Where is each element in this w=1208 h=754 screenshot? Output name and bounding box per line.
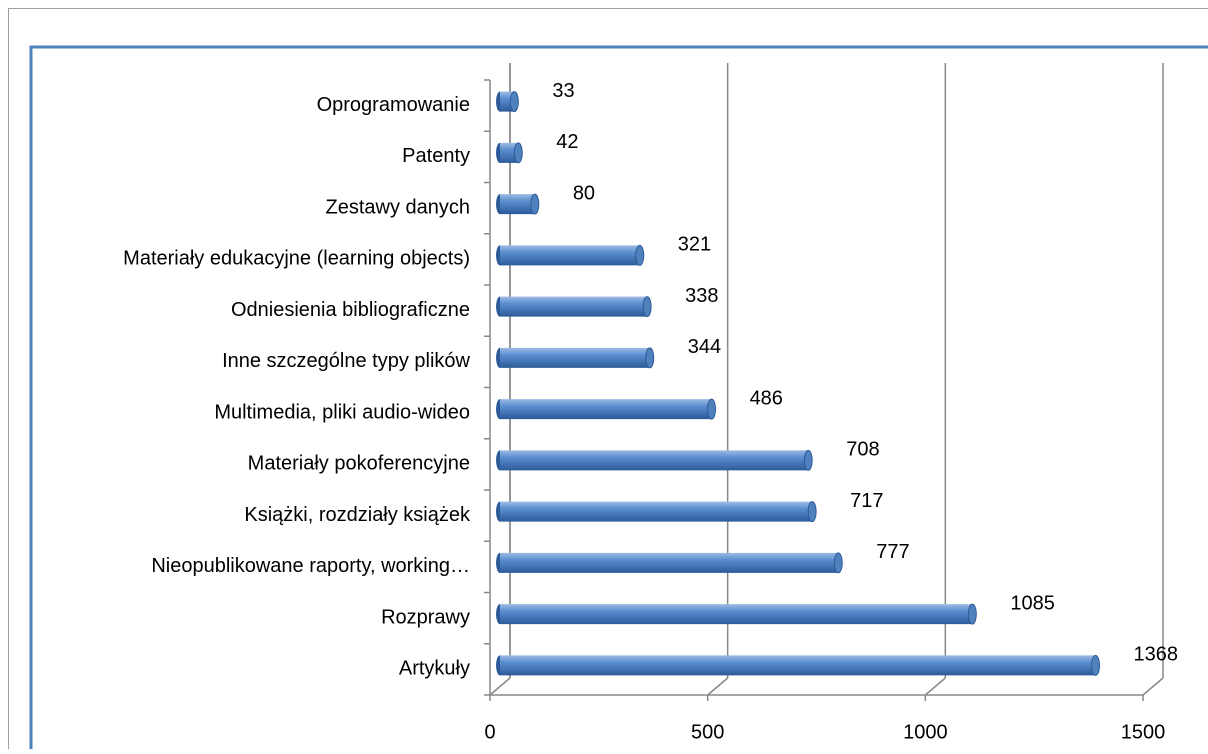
bar xyxy=(500,655,1096,675)
y-tick-label: Multimedia, pliki audio-wideo xyxy=(214,401,470,423)
y-tick-label: Oprogramowanie xyxy=(317,94,470,116)
y-tick-label: Zestawy danych xyxy=(325,196,470,218)
x-tick-label: 1000 xyxy=(903,721,948,743)
bar xyxy=(500,348,650,368)
value-label: 321 xyxy=(678,234,711,256)
bar xyxy=(500,450,808,470)
value-label: 42 xyxy=(556,131,578,153)
floor-line xyxy=(1143,678,1163,695)
bar-cap xyxy=(643,297,651,317)
bar-cap xyxy=(531,194,539,214)
y-tick-label: Materiały edukacyjne (learning objects) xyxy=(123,248,470,270)
bar xyxy=(500,604,972,624)
bar-cap xyxy=(804,450,812,470)
value-label: 717 xyxy=(850,490,883,512)
outer-frame xyxy=(9,9,1208,750)
floor-line xyxy=(708,678,728,695)
bar-cap xyxy=(1092,655,1100,675)
bar-cap xyxy=(708,399,716,419)
y-tick-label: Artykuły xyxy=(399,658,470,680)
y-tick-label: Odniesienia bibliograficzne xyxy=(231,299,470,321)
x-tick-label: 500 xyxy=(691,721,724,743)
y-tick-label: Rozprawy xyxy=(381,606,470,628)
value-label: 80 xyxy=(573,182,595,204)
value-label: 1368 xyxy=(1134,644,1179,666)
value-label: 777 xyxy=(876,541,909,563)
bar-cap xyxy=(646,348,654,368)
bar xyxy=(500,194,535,214)
bar xyxy=(500,553,838,573)
y-tick-label: Materiały pokoferencyjne xyxy=(248,453,470,475)
bar xyxy=(500,297,647,317)
bar xyxy=(500,399,712,419)
bar xyxy=(500,502,812,522)
value-label: 338 xyxy=(685,285,718,307)
floor-line xyxy=(490,678,510,695)
y-tick-label: Książki, rozdziały książek xyxy=(244,504,471,526)
value-label: 708 xyxy=(846,439,879,461)
chart-frame xyxy=(31,47,1208,749)
bar-cap xyxy=(808,502,816,522)
floor-line xyxy=(925,678,945,695)
value-label: 486 xyxy=(750,387,783,409)
bar-cap xyxy=(514,143,522,163)
bar-cap xyxy=(636,245,644,265)
value-label: 344 xyxy=(688,336,721,358)
y-tick-label: Nieopublikowane raporty, working… xyxy=(151,555,470,577)
x-tick-label: 0 xyxy=(484,721,495,743)
bar-cap xyxy=(510,92,518,112)
bar-cap xyxy=(968,604,976,624)
value-label: 33 xyxy=(552,80,574,102)
bar xyxy=(500,245,640,265)
x-tick-label: 1500 xyxy=(1121,721,1166,743)
bar-cap xyxy=(834,553,842,573)
y-tick-label: Patenty xyxy=(402,145,470,167)
value-label: 1085 xyxy=(1010,592,1055,614)
y-tick-label: Inne szczególne typy plików xyxy=(222,350,470,372)
